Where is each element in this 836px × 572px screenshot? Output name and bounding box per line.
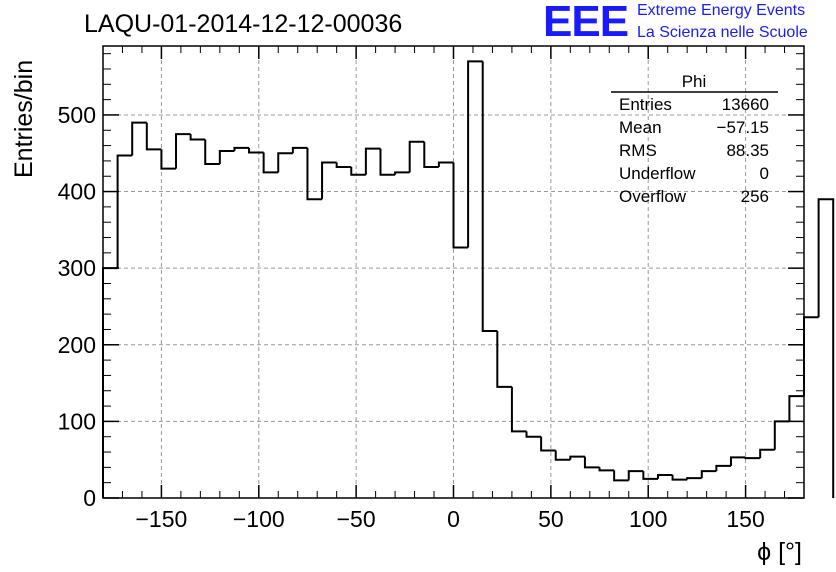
histogram-bars <box>102 60 835 498</box>
histogram-bin <box>437 161 454 168</box>
histogram-bin <box>145 122 162 151</box>
histogram-bin <box>759 448 775 459</box>
histogram-bin <box>116 154 133 269</box>
y-tick-label: 300 <box>58 255 96 281</box>
histogram-bin <box>467 60 483 248</box>
stats-value-mean: −57.15 <box>717 118 769 137</box>
eee-tagline-1: Extreme Energy Events <box>637 2 806 19</box>
x-tick-label: 0 <box>447 506 460 532</box>
histogram-bin <box>277 152 293 173</box>
x-axis-label: ϕ [°] <box>757 538 802 566</box>
x-tick-label: 50 <box>538 506 564 532</box>
stats-value-entries: 13660 <box>722 95 769 114</box>
histogram-bin <box>729 456 746 466</box>
histogram-bin <box>496 330 512 388</box>
grid-lines <box>103 46 804 498</box>
histogram-bin <box>744 457 761 460</box>
axis-ticks <box>103 46 804 499</box>
histogram-bin <box>394 171 410 175</box>
histogram-bin <box>452 162 469 249</box>
histogram-bin <box>598 467 615 472</box>
histogram-bin <box>817 198 835 498</box>
x-tick-label: −100 <box>233 506 285 532</box>
stats-value-underflow: 0 <box>760 164 769 183</box>
histogram-bin <box>408 140 425 173</box>
x-tick-label: 100 <box>629 506 667 532</box>
stats-title: Phi <box>682 72 707 91</box>
histogram-bin <box>525 431 542 438</box>
x-tick-label: 150 <box>726 506 764 532</box>
histogram-bin <box>481 61 498 332</box>
histogram-bin <box>715 464 731 472</box>
histogram-bin <box>554 450 571 461</box>
y-axis-label: Entries/bin <box>10 60 38 178</box>
histogram-bin <box>218 149 235 164</box>
histogram-bin <box>583 456 600 469</box>
y-tick-label: 400 <box>58 179 96 205</box>
y-tick-label: 200 <box>58 332 96 358</box>
histogram-bin <box>540 436 556 452</box>
histogram-bin <box>656 474 673 479</box>
stats-label-mean: Mean <box>619 118 662 137</box>
histogram-bin <box>379 148 396 176</box>
stats-label-entries: Entries <box>619 95 672 114</box>
x-tick-label: −150 <box>136 506 188 532</box>
histogram-bin <box>160 149 177 170</box>
histogram-bin <box>335 162 352 169</box>
histogram-bin <box>700 470 717 479</box>
tick-labels: −150 −100 −50 0 50 100 150 0 100 200 300 400 500 <box>58 102 765 532</box>
histogram-bin <box>510 386 527 433</box>
histogram-bin <box>788 395 804 422</box>
histogram-bin <box>686 477 702 480</box>
histogram-bin <box>102 267 118 498</box>
histogram-bin <box>613 470 629 482</box>
histogram-bin <box>306 147 323 201</box>
histogram-bin <box>233 146 250 151</box>
y-tick-label: 100 <box>58 408 96 434</box>
histogram-bin <box>248 147 264 154</box>
histogram-bin <box>291 146 308 154</box>
histogram-bin <box>131 121 147 156</box>
stats-label-rms: RMS <box>619 141 657 160</box>
run-title: LAQU-01-2014-12-12-00036 <box>84 10 403 38</box>
histogram-bin <box>423 141 439 169</box>
stats-value-overflow: 256 <box>741 187 769 206</box>
histogram-bin <box>321 161 337 200</box>
histogram-bin <box>642 471 658 480</box>
stats-label-overflow: Overflow <box>619 187 687 206</box>
histogram-bin <box>189 134 206 141</box>
histogram-bin <box>350 167 366 176</box>
histogram-bin <box>569 455 585 460</box>
stats-value-rms: 88.35 <box>726 141 769 160</box>
y-tick-label: 0 <box>83 485 96 511</box>
eee-logo: EEE <box>543 0 629 46</box>
x-tick-label: −50 <box>337 506 376 532</box>
histogram-bin <box>204 139 220 165</box>
histogram-bin <box>627 470 644 481</box>
histogram-bin <box>773 420 790 450</box>
histogram-bin <box>803 316 819 397</box>
y-tick-label: 500 <box>58 102 96 128</box>
histogram-bin <box>364 147 381 175</box>
histogram-bin <box>175 133 191 169</box>
eee-tagline-2: La Scienza nelle Scuole <box>637 24 808 41</box>
histogram-bin <box>262 152 279 174</box>
stats-label-underflow: Underflow <box>619 164 696 183</box>
stats-box: Phi Entries 13660 Mean −57.15 RMS 88.35 … <box>611 72 778 206</box>
histogram-bin <box>671 475 688 481</box>
